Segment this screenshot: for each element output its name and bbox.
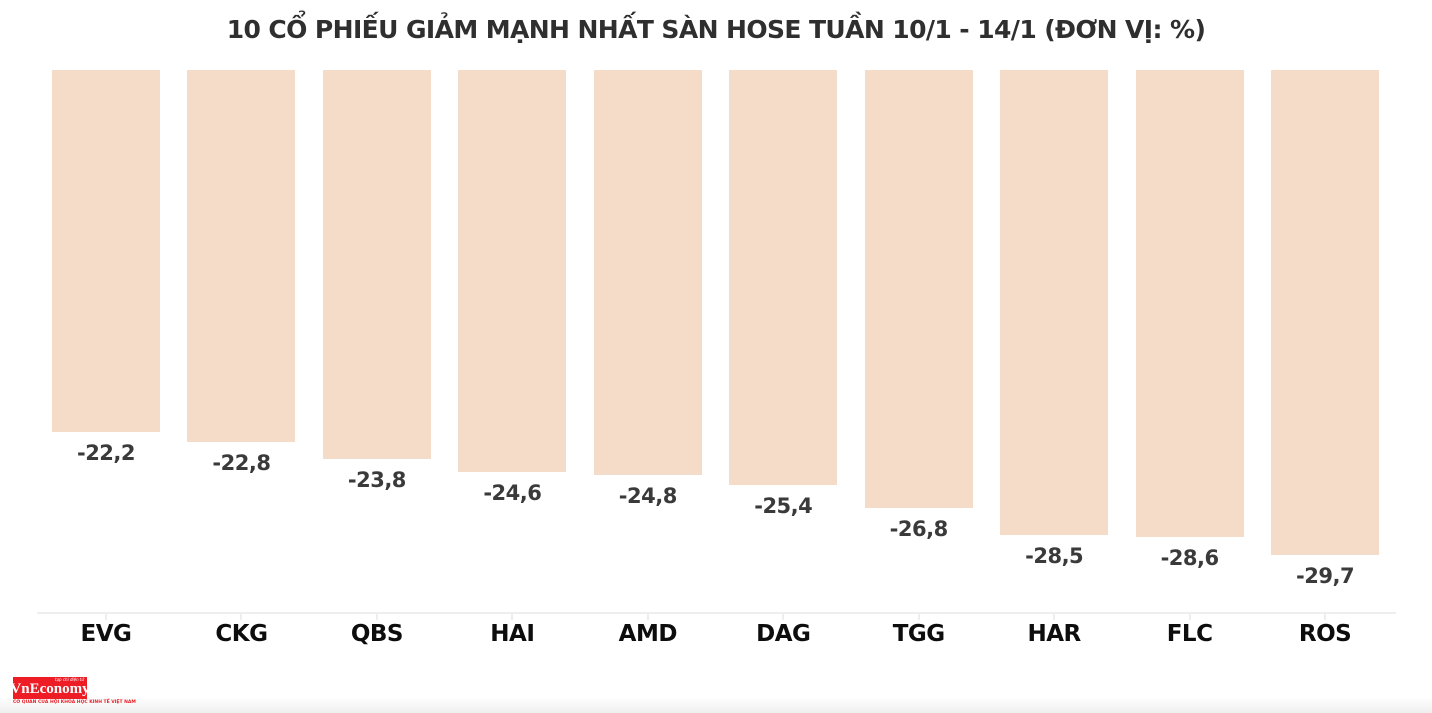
logo-wordmark: VnEconomy [10, 681, 90, 697]
bar-AMD [593, 70, 702, 475]
bar-column: -24,6 [458, 70, 567, 506]
bar-EVG [52, 70, 160, 433]
axis-tick [917, 613, 920, 620]
category-label-QBS: QBS [350, 621, 404, 647]
bar-value-label: -29,7 [1296, 563, 1355, 588]
category-label-TGG: TGG [892, 621, 945, 647]
plot-area: -22,2 -22,8 -23,8 -24,6 -24,8 -25,4 -26,8 -28,5… [0, 70, 1432, 612]
bar-column: -28,6 [1135, 70, 1244, 571]
bar-ROS [1271, 70, 1380, 555]
axis-tick [1053, 613, 1056, 620]
category-label-FLC: FLC [1166, 621, 1213, 647]
bar-value-label: -25,4 [754, 493, 813, 518]
logo-tagline-top: tạp chí điện tử [55, 677, 84, 682]
bar-TGG [864, 70, 973, 508]
bar-HAR [1000, 70, 1109, 536]
logo-tagline-bottom: CƠ QUAN CỦA HỘI KHOA HỌC KINH TẾ VIỆT NA… [13, 700, 136, 705]
vneconomy-logo: tạp chí điện tử VnEconomy CƠ QUAN CỦA HỘ… [10, 677, 136, 705]
bar-column: -28,5 [1000, 70, 1109, 569]
bar-value-label: -22,8 [212, 451, 271, 476]
bar-value-label: -28,6 [1160, 545, 1220, 570]
axis-tick [1324, 613, 1327, 620]
axis-tick [511, 613, 514, 620]
axis-tick [1188, 613, 1191, 620]
bar-DAG [729, 70, 838, 485]
bar-CKG [187, 70, 296, 443]
bar-value-label: -22,2 [76, 441, 136, 466]
bar-HAI [458, 70, 567, 472]
bar-column: -26,8 [864, 70, 973, 542]
axis-tick [105, 613, 107, 620]
bar-column: -24,8 [593, 70, 702, 509]
bar-value-label: -26,8 [889, 516, 949, 541]
bar-column: -23,8 [322, 70, 431, 493]
chart-title: 10 CỔ PHIẾU GIẢM MẠNH NHẤT SÀN HOSE TUẦN… [226, 15, 1206, 44]
category-label-HAI: HAI [490, 621, 535, 647]
bar-column: -22,2 [52, 70, 160, 466]
axis-tick [375, 613, 378, 620]
bar-value-label: -23,8 [347, 467, 407, 492]
bar-value-label: -24,8 [618, 483, 678, 508]
category-label-AMD: AMD [618, 621, 678, 647]
bar-column: -29,7 [1271, 70, 1380, 589]
bottom-shadow-strip [0, 697, 1432, 713]
category-label-HAR: HAR [1027, 621, 1082, 647]
bar-value-label: -28,5 [1025, 544, 1084, 569]
axis-tick [782, 613, 785, 620]
category-label-EVG: EVG [80, 621, 132, 647]
vneconomy-logo-box: tạp chí điện tử VnEconomy [10, 677, 90, 699]
category-label-CKG: CKG [215, 621, 268, 647]
category-label-ROS: ROS [1298, 621, 1352, 647]
axis-tick [646, 613, 649, 620]
bar-FLC [1135, 70, 1244, 537]
bar-column: -22,8 [187, 70, 296, 476]
bar-QBS [322, 70, 431, 459]
bar-value-label: -24,6 [483, 480, 542, 505]
axis-tick [240, 613, 243, 620]
bar-column: -25,4 [729, 70, 838, 519]
x-axis-line [37, 612, 1396, 614]
category-label-DAG: DAG [756, 621, 811, 647]
